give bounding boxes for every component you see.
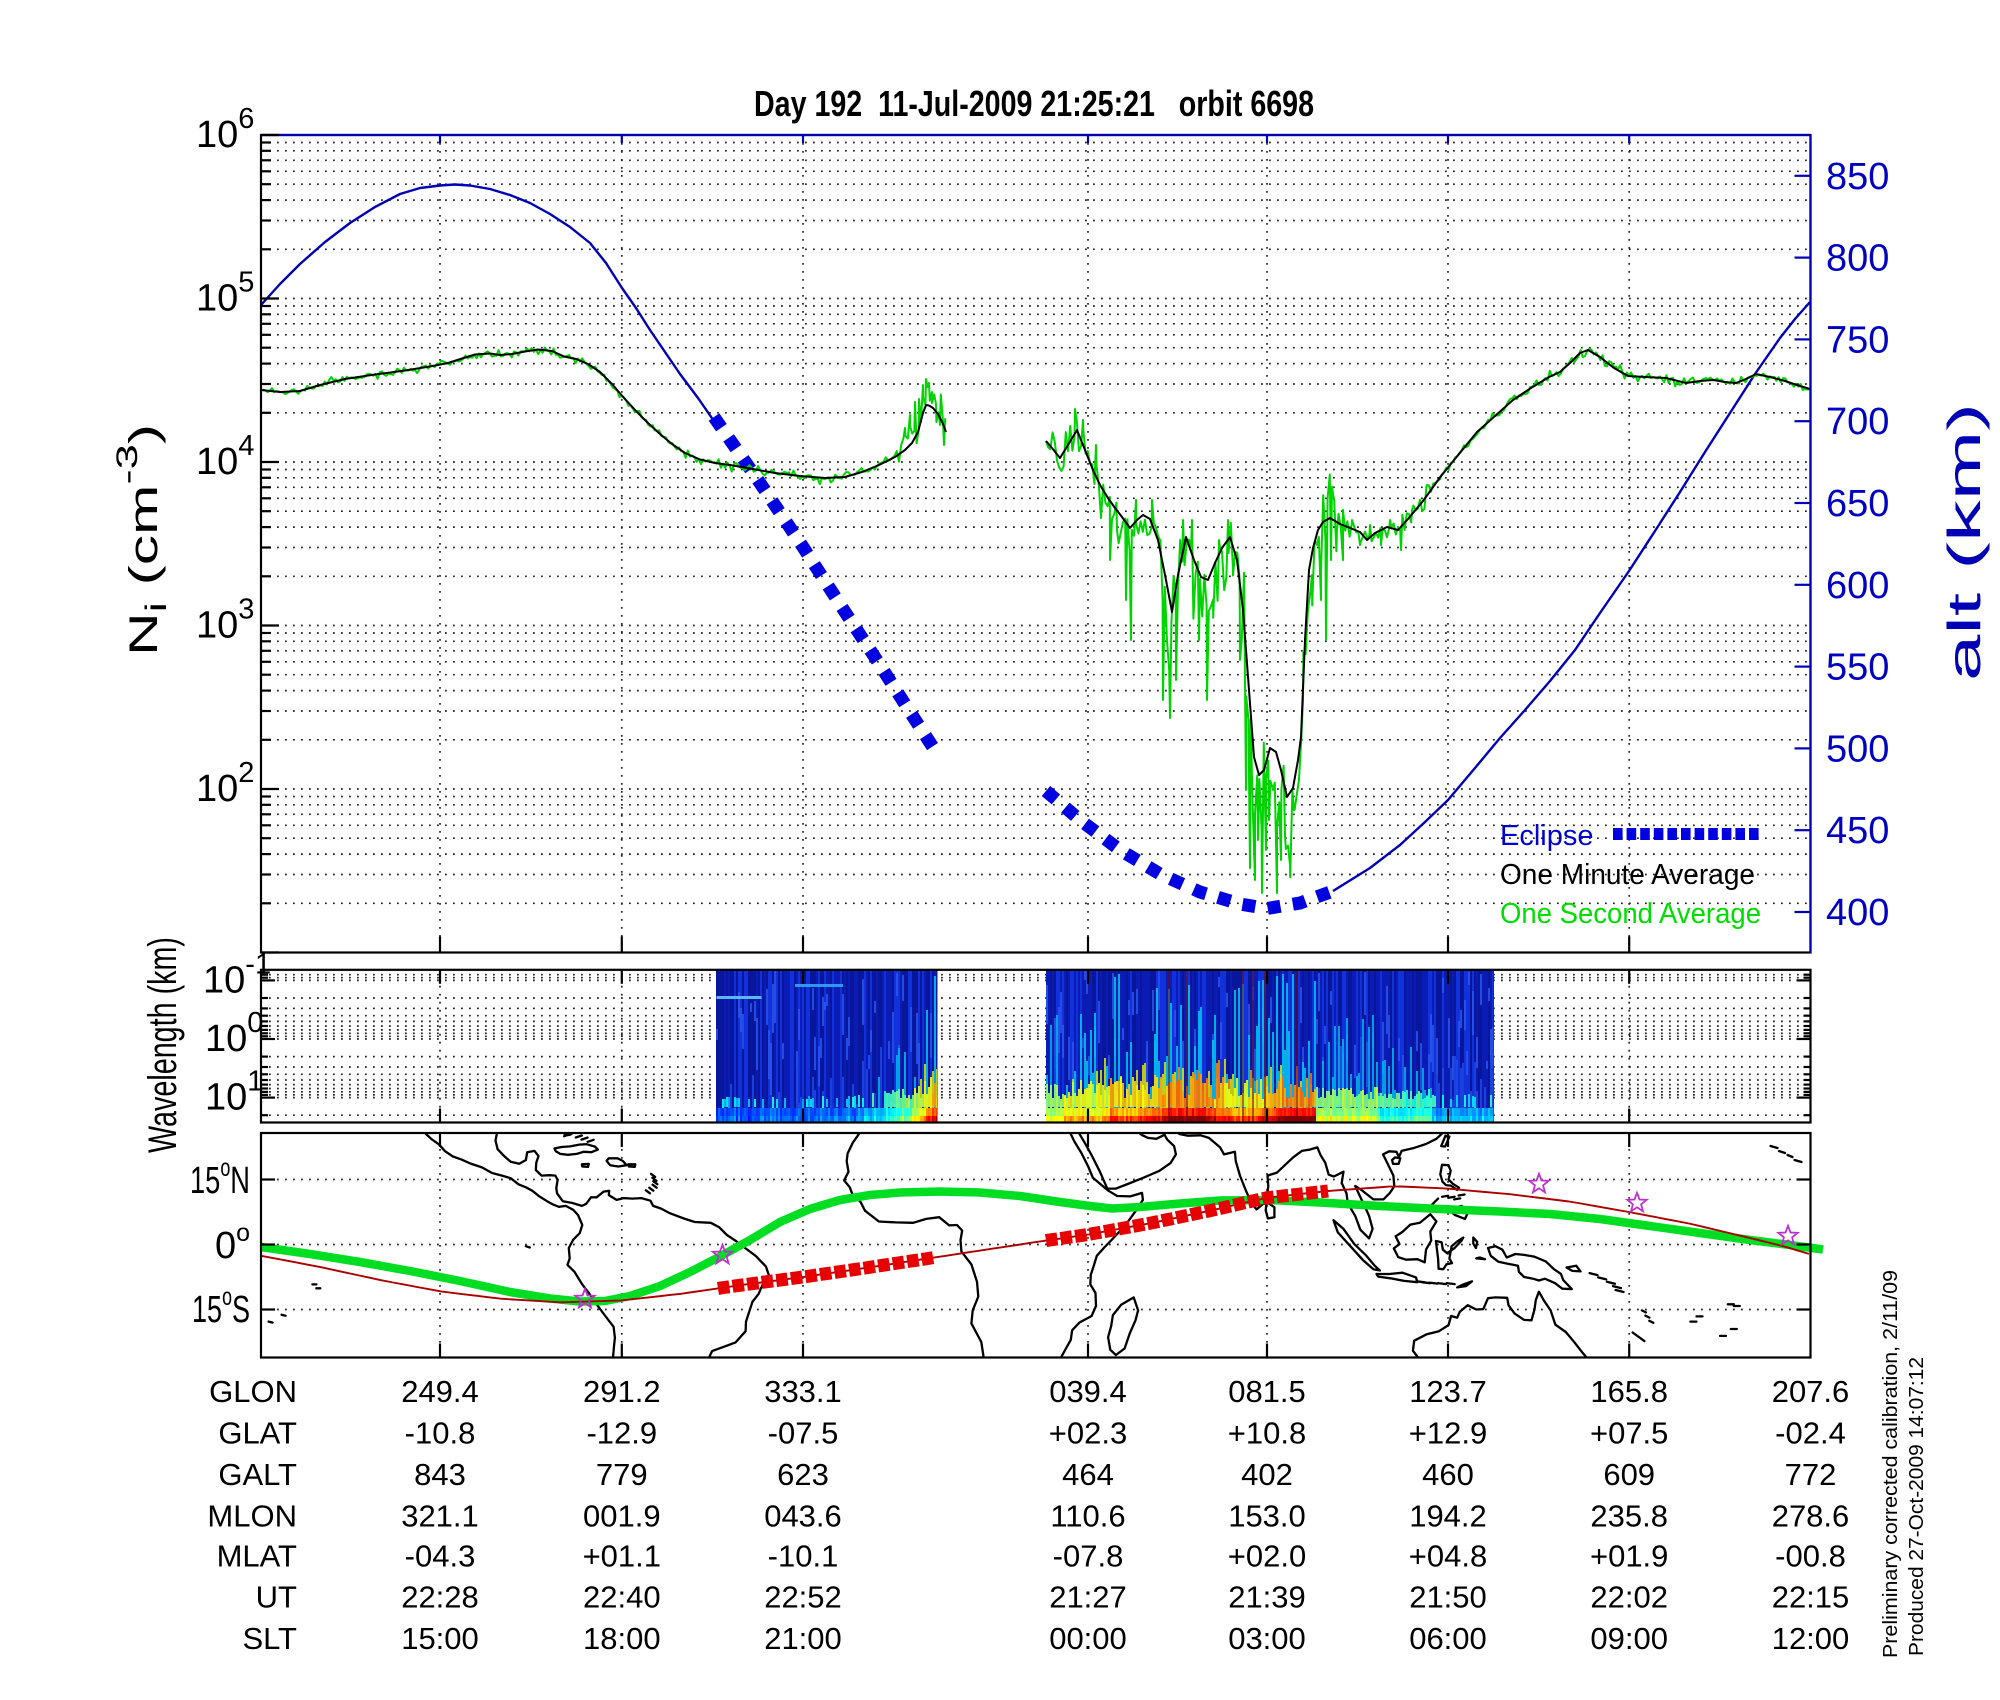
svg-text:+07.5: +07.5 bbox=[1590, 1416, 1668, 1451]
svg-text:700: 700 bbox=[1826, 401, 1889, 443]
svg-text:-07.5: -07.5 bbox=[768, 1416, 839, 1451]
svg-text:+02.3: +02.3 bbox=[1049, 1416, 1127, 1451]
svg-text:+10.8: +10.8 bbox=[1228, 1416, 1306, 1451]
svg-text:alt (km): alt (km) bbox=[1938, 403, 1990, 681]
svg-text:22:40: 22:40 bbox=[583, 1580, 661, 1615]
svg-text:15:00: 15:00 bbox=[401, 1621, 479, 1656]
svg-text:09:00: 09:00 bbox=[1590, 1621, 1668, 1656]
svg-text:Produced 27-Oct-2009 14:07:12: Produced 27-Oct-2009 14:07:12 bbox=[1906, 1357, 1928, 1656]
svg-text:0o: 0o bbox=[215, 1219, 250, 1267]
svg-text:22:15: 22:15 bbox=[1772, 1580, 1850, 1615]
svg-text:+01.1: +01.1 bbox=[583, 1539, 661, 1574]
svg-text:460: 460 bbox=[1422, 1457, 1474, 1492]
svg-text:18:00: 18:00 bbox=[583, 1621, 661, 1656]
svg-text:Ni (cm-3): Ni (cm-3) bbox=[111, 424, 173, 656]
svg-text:15oS: 15oS bbox=[192, 1283, 250, 1331]
svg-text:165.8: 165.8 bbox=[1590, 1374, 1668, 1409]
svg-text:110.6: 110.6 bbox=[1050, 1499, 1125, 1534]
svg-text:22:28: 22:28 bbox=[401, 1580, 479, 1615]
svg-text:450: 450 bbox=[1826, 810, 1889, 852]
svg-text:843: 843 bbox=[414, 1457, 466, 1492]
svg-text:Wavelength (km): Wavelength (km) bbox=[141, 937, 185, 1153]
svg-text:-10.8: -10.8 bbox=[405, 1416, 476, 1451]
svg-text:650: 650 bbox=[1826, 483, 1889, 525]
svg-text:-04.3: -04.3 bbox=[405, 1539, 476, 1574]
svg-text:207.6: 207.6 bbox=[1772, 1374, 1850, 1409]
svg-text:800: 800 bbox=[1826, 238, 1889, 280]
svg-text:MLAT: MLAT bbox=[217, 1539, 297, 1574]
svg-text:402: 402 bbox=[1241, 1457, 1293, 1492]
svg-text:400: 400 bbox=[1826, 892, 1889, 934]
svg-text:750: 750 bbox=[1826, 319, 1889, 361]
svg-text:550: 550 bbox=[1826, 647, 1889, 689]
svg-text:GLON: GLON bbox=[209, 1374, 297, 1409]
svg-text:623: 623 bbox=[777, 1457, 829, 1492]
svg-text:609: 609 bbox=[1603, 1457, 1655, 1492]
svg-text:321.1: 321.1 bbox=[401, 1499, 479, 1534]
svg-text:One Second Average: One Second Average bbox=[1500, 898, 1761, 930]
svg-text:21:00: 21:00 bbox=[764, 1621, 842, 1656]
svg-text:081.5: 081.5 bbox=[1228, 1374, 1306, 1409]
svg-text:22:52: 22:52 bbox=[764, 1580, 842, 1615]
svg-text:+02.0: +02.0 bbox=[1228, 1539, 1306, 1574]
svg-text:+01.9: +01.9 bbox=[1590, 1539, 1668, 1574]
svg-text:+12.9: +12.9 bbox=[1409, 1416, 1487, 1451]
svg-text:850: 850 bbox=[1826, 156, 1889, 198]
svg-text:600: 600 bbox=[1826, 565, 1889, 607]
svg-text:15oN: 15oN bbox=[190, 1154, 250, 1202]
svg-text:00:00: 00:00 bbox=[1049, 1621, 1127, 1656]
svg-text:+04.8: +04.8 bbox=[1409, 1539, 1487, 1574]
svg-text:779: 779 bbox=[596, 1457, 648, 1492]
svg-text:06:00: 06:00 bbox=[1409, 1621, 1487, 1656]
svg-text:12:00: 12:00 bbox=[1772, 1621, 1850, 1656]
svg-text:-10.1: -10.1 bbox=[768, 1539, 839, 1574]
svg-text:291.2: 291.2 bbox=[583, 1374, 661, 1409]
svg-text:21:27: 21:27 bbox=[1049, 1580, 1127, 1615]
svg-text:GALT: GALT bbox=[218, 1457, 297, 1492]
svg-text:039.4: 039.4 bbox=[1049, 1374, 1127, 1409]
svg-text:772: 772 bbox=[1785, 1457, 1837, 1492]
svg-text:235.8: 235.8 bbox=[1590, 1499, 1668, 1534]
svg-text:194.2: 194.2 bbox=[1409, 1499, 1487, 1534]
svg-text:153.0: 153.0 bbox=[1228, 1499, 1306, 1534]
svg-text:MLON: MLON bbox=[207, 1499, 297, 1534]
svg-text:GLAT: GLAT bbox=[218, 1416, 297, 1451]
svg-text:Preliminary corrected calibrat: Preliminary corrected calibration, 2/11/… bbox=[1880, 1270, 1902, 1658]
svg-text:043.6: 043.6 bbox=[764, 1499, 842, 1534]
svg-text:UT: UT bbox=[256, 1580, 297, 1615]
svg-text:21:39: 21:39 bbox=[1228, 1580, 1306, 1615]
svg-text:500: 500 bbox=[1826, 728, 1889, 770]
svg-text:SLT: SLT bbox=[242, 1621, 297, 1656]
svg-text:249.4: 249.4 bbox=[401, 1374, 479, 1409]
svg-text:-00.8: -00.8 bbox=[1775, 1539, 1846, 1574]
svg-text:22:02: 22:02 bbox=[1590, 1580, 1668, 1615]
svg-text:-12.9: -12.9 bbox=[586, 1416, 657, 1451]
svg-text:123.7: 123.7 bbox=[1409, 1374, 1487, 1409]
svg-text:464: 464 bbox=[1062, 1457, 1114, 1492]
svg-text:278.6: 278.6 bbox=[1772, 1499, 1850, 1534]
svg-text:03:00: 03:00 bbox=[1228, 1621, 1306, 1656]
svg-text:Eclipse: Eclipse bbox=[1500, 820, 1594, 852]
svg-text:21:50: 21:50 bbox=[1409, 1580, 1487, 1615]
svg-text:-07.8: -07.8 bbox=[1053, 1539, 1124, 1574]
svg-text:One Minute Average: One Minute Average bbox=[1500, 859, 1755, 891]
svg-text:001.9: 001.9 bbox=[583, 1499, 661, 1534]
svg-text:Day 192 11-Jul-2009 21:25:21: Day 192 11-Jul-2009 21:25:21 orbit 6698 bbox=[754, 83, 1314, 124]
svg-text:-02.4: -02.4 bbox=[1775, 1416, 1846, 1451]
svg-text:333.1: 333.1 bbox=[764, 1374, 842, 1409]
